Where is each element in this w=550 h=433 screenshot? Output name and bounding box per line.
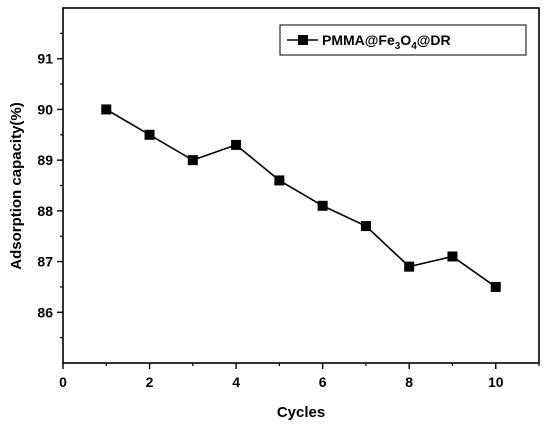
- y-tick-label: 91: [37, 51, 53, 67]
- y-tick-label: 86: [37, 304, 53, 320]
- y-tick-label: 89: [37, 152, 53, 168]
- data-point: [231, 139, 242, 150]
- data-point: [447, 251, 458, 262]
- y-axis: 86 87 88 89 90 91: [37, 32, 63, 339]
- legend-label: PMMA@Fe3O4@DR: [322, 32, 451, 52]
- data-point: [274, 175, 285, 186]
- legend-marker-square: [298, 35, 308, 45]
- x-tick-label: 4: [232, 374, 240, 390]
- y-tick-label: 87: [37, 254, 53, 270]
- x-axis-title: Cycles: [277, 404, 325, 421]
- data-point: [101, 104, 112, 115]
- y-axis-title: Adsorption capacity(%): [8, 102, 25, 270]
- legend-box: [279, 24, 527, 56]
- x-tick-label: 10: [488, 374, 504, 390]
- y-tick-label: 88: [37, 203, 53, 219]
- data-point: [360, 221, 371, 232]
- x-tick-label: 0: [59, 374, 67, 390]
- legend: PMMA@Fe3O4@DR: [279, 24, 527, 56]
- data-point: [490, 281, 501, 292]
- y-tick-label: 90: [37, 101, 53, 117]
- x-tick-label: 2: [146, 374, 154, 390]
- plot-area: [62, 7, 540, 364]
- series-layer: [101, 104, 501, 292]
- data-point: [187, 155, 198, 166]
- x-axis: 0 2 4 6 8 10: [59, 363, 540, 390]
- plot-border: [62, 7, 540, 364]
- x-tick-label: 8: [405, 374, 413, 390]
- x-tick-label: 6: [319, 374, 327, 390]
- data-point: [404, 261, 415, 272]
- series-line: [105, 108, 497, 288]
- data-point: [144, 129, 155, 140]
- data-point: [317, 200, 328, 211]
